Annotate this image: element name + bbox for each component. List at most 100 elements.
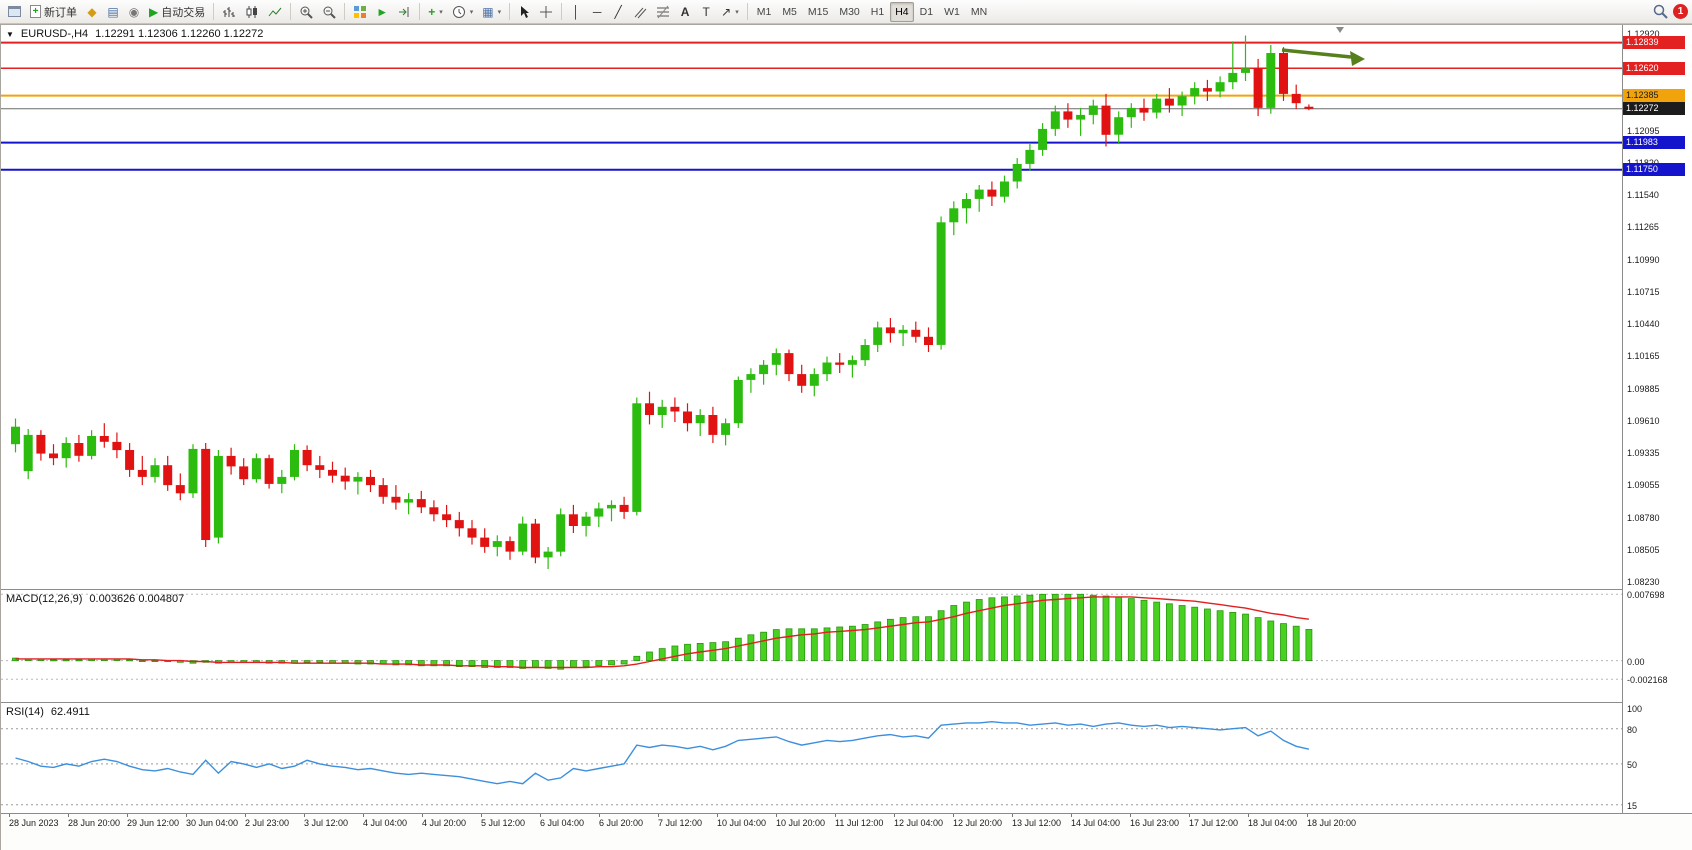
price-axis-label: 1.10440 [1627,319,1660,329]
timeframe-button-M30[interactable]: M30 [839,5,860,18]
time-axis-label: 10 Jul 20:00 [776,818,826,828]
trendline-tool-button[interactable]: ╱ [608,2,628,22]
rsi-label: RSI(14) [6,706,44,718]
chart-window-button[interactable] [4,2,25,22]
macd-axis-label: 0.007698 [1627,590,1665,600]
price-axis[interactable]: 1.129201.120951.118201.115401.112651.109… [1623,25,1692,813]
time-axis-tick [1248,814,1249,817]
time-axis-label: 30 Jun 04:00 [186,818,239,828]
zoom-out-icon [323,6,336,19]
timeframe-button-W1[interactable]: W1 [944,5,960,18]
chevron-down-icon: ▾ [497,8,502,16]
timeframe-toolbar: M1 M5 M15 M30 H1 H4 D1 W1 MN [752,1,992,22]
new-chart-icon: ◆ [87,4,97,19]
macd-indicator-panel[interactable] [1,590,1623,702]
price-axis-label: 1.11540 [1627,190,1659,200]
vertical-line-icon: │ [572,4,580,19]
templates-icon: ▦ [482,4,494,19]
panel-separator [1,813,1692,814]
price-tag: 1.12620 [1623,62,1685,75]
time-axis-label: 12 Jul 20:00 [953,818,1003,828]
rsi-indicator-panel[interactable] [1,703,1623,813]
templates-button[interactable]: ▦ ▾ [478,2,505,22]
price-axis-label: 1.09335 [1627,448,1660,458]
text-label-tool-button[interactable]: T [696,2,716,22]
notification-badge[interactable]: 1 [1673,4,1688,19]
chart-window[interactable]: 1.129201.120951.118201.115401.112651.109… [0,24,1692,850]
profiles-button[interactable]: ▤ [103,2,123,22]
rsi-label-row: RSI(14) 62.4911 [6,706,90,718]
ohlc-values: 1.12291 1.12306 1.12260 1.12272 [95,28,264,40]
main-price-chart[interactable] [1,25,1623,589]
line-chart-button[interactable] [264,2,286,22]
one-click-trading-arrow-icon[interactable]: ▼ [6,29,14,39]
timeframe-button-H4[interactable]: H4 [890,1,914,22]
zoom-out-button[interactable] [318,2,340,22]
time-axis[interactable]: 28 Jun 2023 28 Jun 20:00 29 Jun 12:00 30 Ju… [1,814,1692,850]
new-order-label: 新订单 [44,6,77,19]
search-icon [1653,4,1668,19]
time-axis-tick [422,814,423,817]
line-chart-icon [268,7,282,16]
text-label-icon: T [702,4,710,19]
bar-chart-button[interactable] [218,2,240,22]
time-axis-label: 11 Jul 12:00 [835,818,884,828]
vertical-line-tool-button[interactable]: │ [566,2,586,22]
timeframe-button-D1[interactable]: D1 [919,5,934,18]
indicators-icon: + [428,4,436,19]
horizontal-line-tool-button[interactable]: ─ [587,2,607,22]
rsi-axis-label: 100 [1627,704,1643,714]
fibonacci-tool-button[interactable] [652,2,674,22]
chart-shift-button[interactable] [393,2,415,22]
horizontal-line-icon: ─ [592,4,602,19]
price-axis-label: 1.10165 [1627,351,1660,361]
time-axis-tick [68,814,69,817]
search-button[interactable] [1649,2,1672,22]
time-axis-tick [127,814,128,817]
macd-values: 0.003626 0.004807 [89,593,185,605]
arrows-tool-button[interactable]: ↗ ▾ [717,2,743,22]
time-axis-tick [953,814,954,817]
price-axis-label: 1.12095 [1627,126,1660,136]
new-order-button[interactable]: + 新订单 [26,2,81,22]
time-axis-label: 17 Jul 12:00 [1189,818,1239,828]
community-button[interactable]: ◉ [124,2,144,22]
time-axis-tick [599,814,600,817]
candlestick-chart-button[interactable] [241,2,263,22]
price-axis-label: 1.10990 [1627,255,1660,265]
panel-separator[interactable] [1,702,1692,703]
channel-tool-button[interactable] [629,2,651,22]
timeframe-button-M5[interactable]: M5 [782,5,797,18]
cursor-tool-button[interactable] [514,2,534,22]
chart-shift-marker [1336,27,1344,33]
periods-button[interactable]: ▾ [448,2,478,22]
timeframe-button-M15[interactable]: M15 [807,5,829,18]
time-axis-label: 28 Jun 20:00 [68,818,121,828]
price-axis-label: 1.09055 [1627,480,1660,490]
auto-trading-button[interactable]: ▶ 自动交易 [145,2,209,22]
price-axis-label: 1.09885 [1627,384,1660,394]
new-chart-button[interactable]: ◆ [82,2,102,22]
price-axis-label: 1.12920 [1627,29,1660,39]
panel-separator[interactable] [1,589,1692,590]
time-axis-label: 28 Jun 2023 [9,818,59,828]
time-axis-label: 18 Jul 04:00 [1248,818,1298,828]
timeframe-button-MN[interactable]: MN [970,5,988,18]
price-axis-label: 1.08230 [1627,577,1660,587]
time-axis-tick [1189,814,1190,817]
zoom-in-button[interactable] [295,2,317,22]
auto-scroll-button[interactable]: ► [372,2,392,22]
symbol-timeframe-label: EURUSD-,H4 [20,28,89,40]
time-axis-tick [363,814,364,817]
channel-icon [634,7,647,18]
timeframe-button-M1[interactable]: M1 [756,5,772,18]
timeframe-button-H1[interactable]: H1 [870,5,885,18]
tile-windows-button[interactable] [349,2,371,22]
auto-trading-label: 自动交易 [161,6,206,19]
time-axis-tick [1130,814,1131,817]
arrow-object-icon: ↗ [721,4,732,19]
crosshair-tool-button[interactable] [535,2,557,22]
auto-scroll-icon: ► [376,4,389,19]
indicators-button[interactable]: + ▾ [424,2,447,22]
text-tool-button[interactable]: A [675,2,695,22]
